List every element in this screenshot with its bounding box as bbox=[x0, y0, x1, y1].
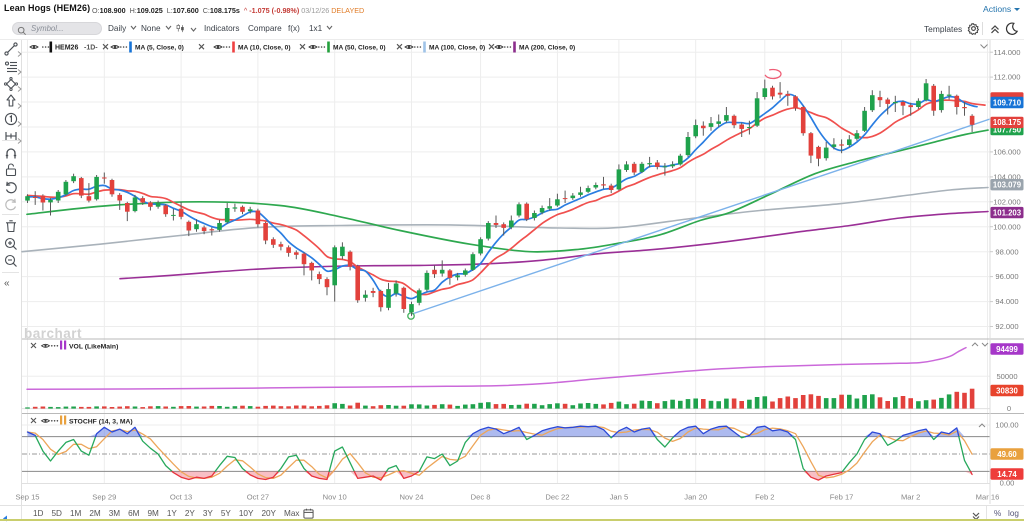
svg-text:Mar 16: Mar 16 bbox=[976, 493, 1000, 502]
svg-text:0.00: 0.00 bbox=[1000, 479, 1015, 488]
svg-text:Jan 20: Jan 20 bbox=[684, 493, 707, 502]
svg-text:102.000: 102.000 bbox=[993, 197, 1020, 206]
svg-text:49.60: 49.60 bbox=[997, 450, 1017, 459]
svg-text:107.750: 107.750 bbox=[993, 125, 1022, 134]
svg-text:Sep 15: Sep 15 bbox=[15, 493, 39, 502]
svg-text:112.000: 112.000 bbox=[994, 73, 1021, 82]
svg-text:96.000: 96.000 bbox=[995, 272, 1018, 281]
svg-text:108.175: 108.175 bbox=[993, 118, 1022, 127]
svg-text:109.710: 109.710 bbox=[993, 98, 1022, 107]
svg-text:Nov 10: Nov 10 bbox=[323, 493, 347, 502]
svg-text:Feb 2: Feb 2 bbox=[755, 493, 774, 502]
svg-text:MA (5, Close, 0): MA (5, Close, 0) bbox=[135, 45, 184, 52]
svg-text:MA (50, Close, 0): MA (50, Close, 0) bbox=[333, 45, 386, 52]
svg-text:MA (100, Close, 0): MA (100, Close, 0) bbox=[429, 45, 485, 52]
svg-text:106.000: 106.000 bbox=[993, 148, 1020, 157]
svg-text:94499: 94499 bbox=[996, 345, 1018, 354]
svg-text:Dec 22: Dec 22 bbox=[545, 493, 569, 502]
svg-text:Nov 24: Nov 24 bbox=[399, 493, 423, 502]
svg-text:98.000: 98.000 bbox=[995, 247, 1018, 256]
svg-text:100.00: 100.00 bbox=[995, 421, 1018, 430]
svg-text:barchart: barchart bbox=[24, 326, 82, 341]
svg-text:HEM26: HEM26 bbox=[55, 45, 78, 52]
svg-text:Oct 13: Oct 13 bbox=[170, 493, 192, 502]
svg-text:0: 0 bbox=[1007, 404, 1011, 413]
svg-text:Sep 29: Sep 29 bbox=[92, 493, 116, 502]
svg-text:94.000: 94.000 bbox=[995, 297, 1018, 306]
svg-text:30830: 30830 bbox=[996, 386, 1018, 395]
svg-text:101.203: 101.203 bbox=[993, 208, 1022, 217]
svg-text:Jan 5: Jan 5 bbox=[610, 493, 629, 502]
svg-text:Mar 2: Mar 2 bbox=[901, 493, 920, 502]
svg-text:Dec 8: Dec 8 bbox=[471, 493, 491, 502]
svg-text:MA (200, Close, 0): MA (200, Close, 0) bbox=[519, 45, 575, 52]
svg-text:103.079: 103.079 bbox=[993, 181, 1022, 190]
svg-text:114.000: 114.000 bbox=[994, 48, 1021, 57]
svg-text:104.000: 104.000 bbox=[993, 173, 1020, 182]
svg-text:Feb 17: Feb 17 bbox=[830, 493, 854, 502]
svg-text:-1D-: -1D- bbox=[84, 45, 98, 52]
svg-text:50000: 50000 bbox=[996, 372, 1017, 381]
svg-text:MA (10, Close, 0): MA (10, Close, 0) bbox=[238, 45, 291, 52]
svg-text:Oct 27: Oct 27 bbox=[247, 493, 269, 502]
svg-text:100.000: 100.000 bbox=[993, 222, 1020, 231]
svg-text:14.74: 14.74 bbox=[997, 470, 1017, 479]
svg-text:VOL (LikeMain): VOL (LikeMain) bbox=[69, 344, 118, 351]
svg-text:STOCHF (14, 3, MA): STOCHF (14, 3, MA) bbox=[69, 419, 133, 426]
svg-text:92.000: 92.000 bbox=[995, 322, 1018, 331]
